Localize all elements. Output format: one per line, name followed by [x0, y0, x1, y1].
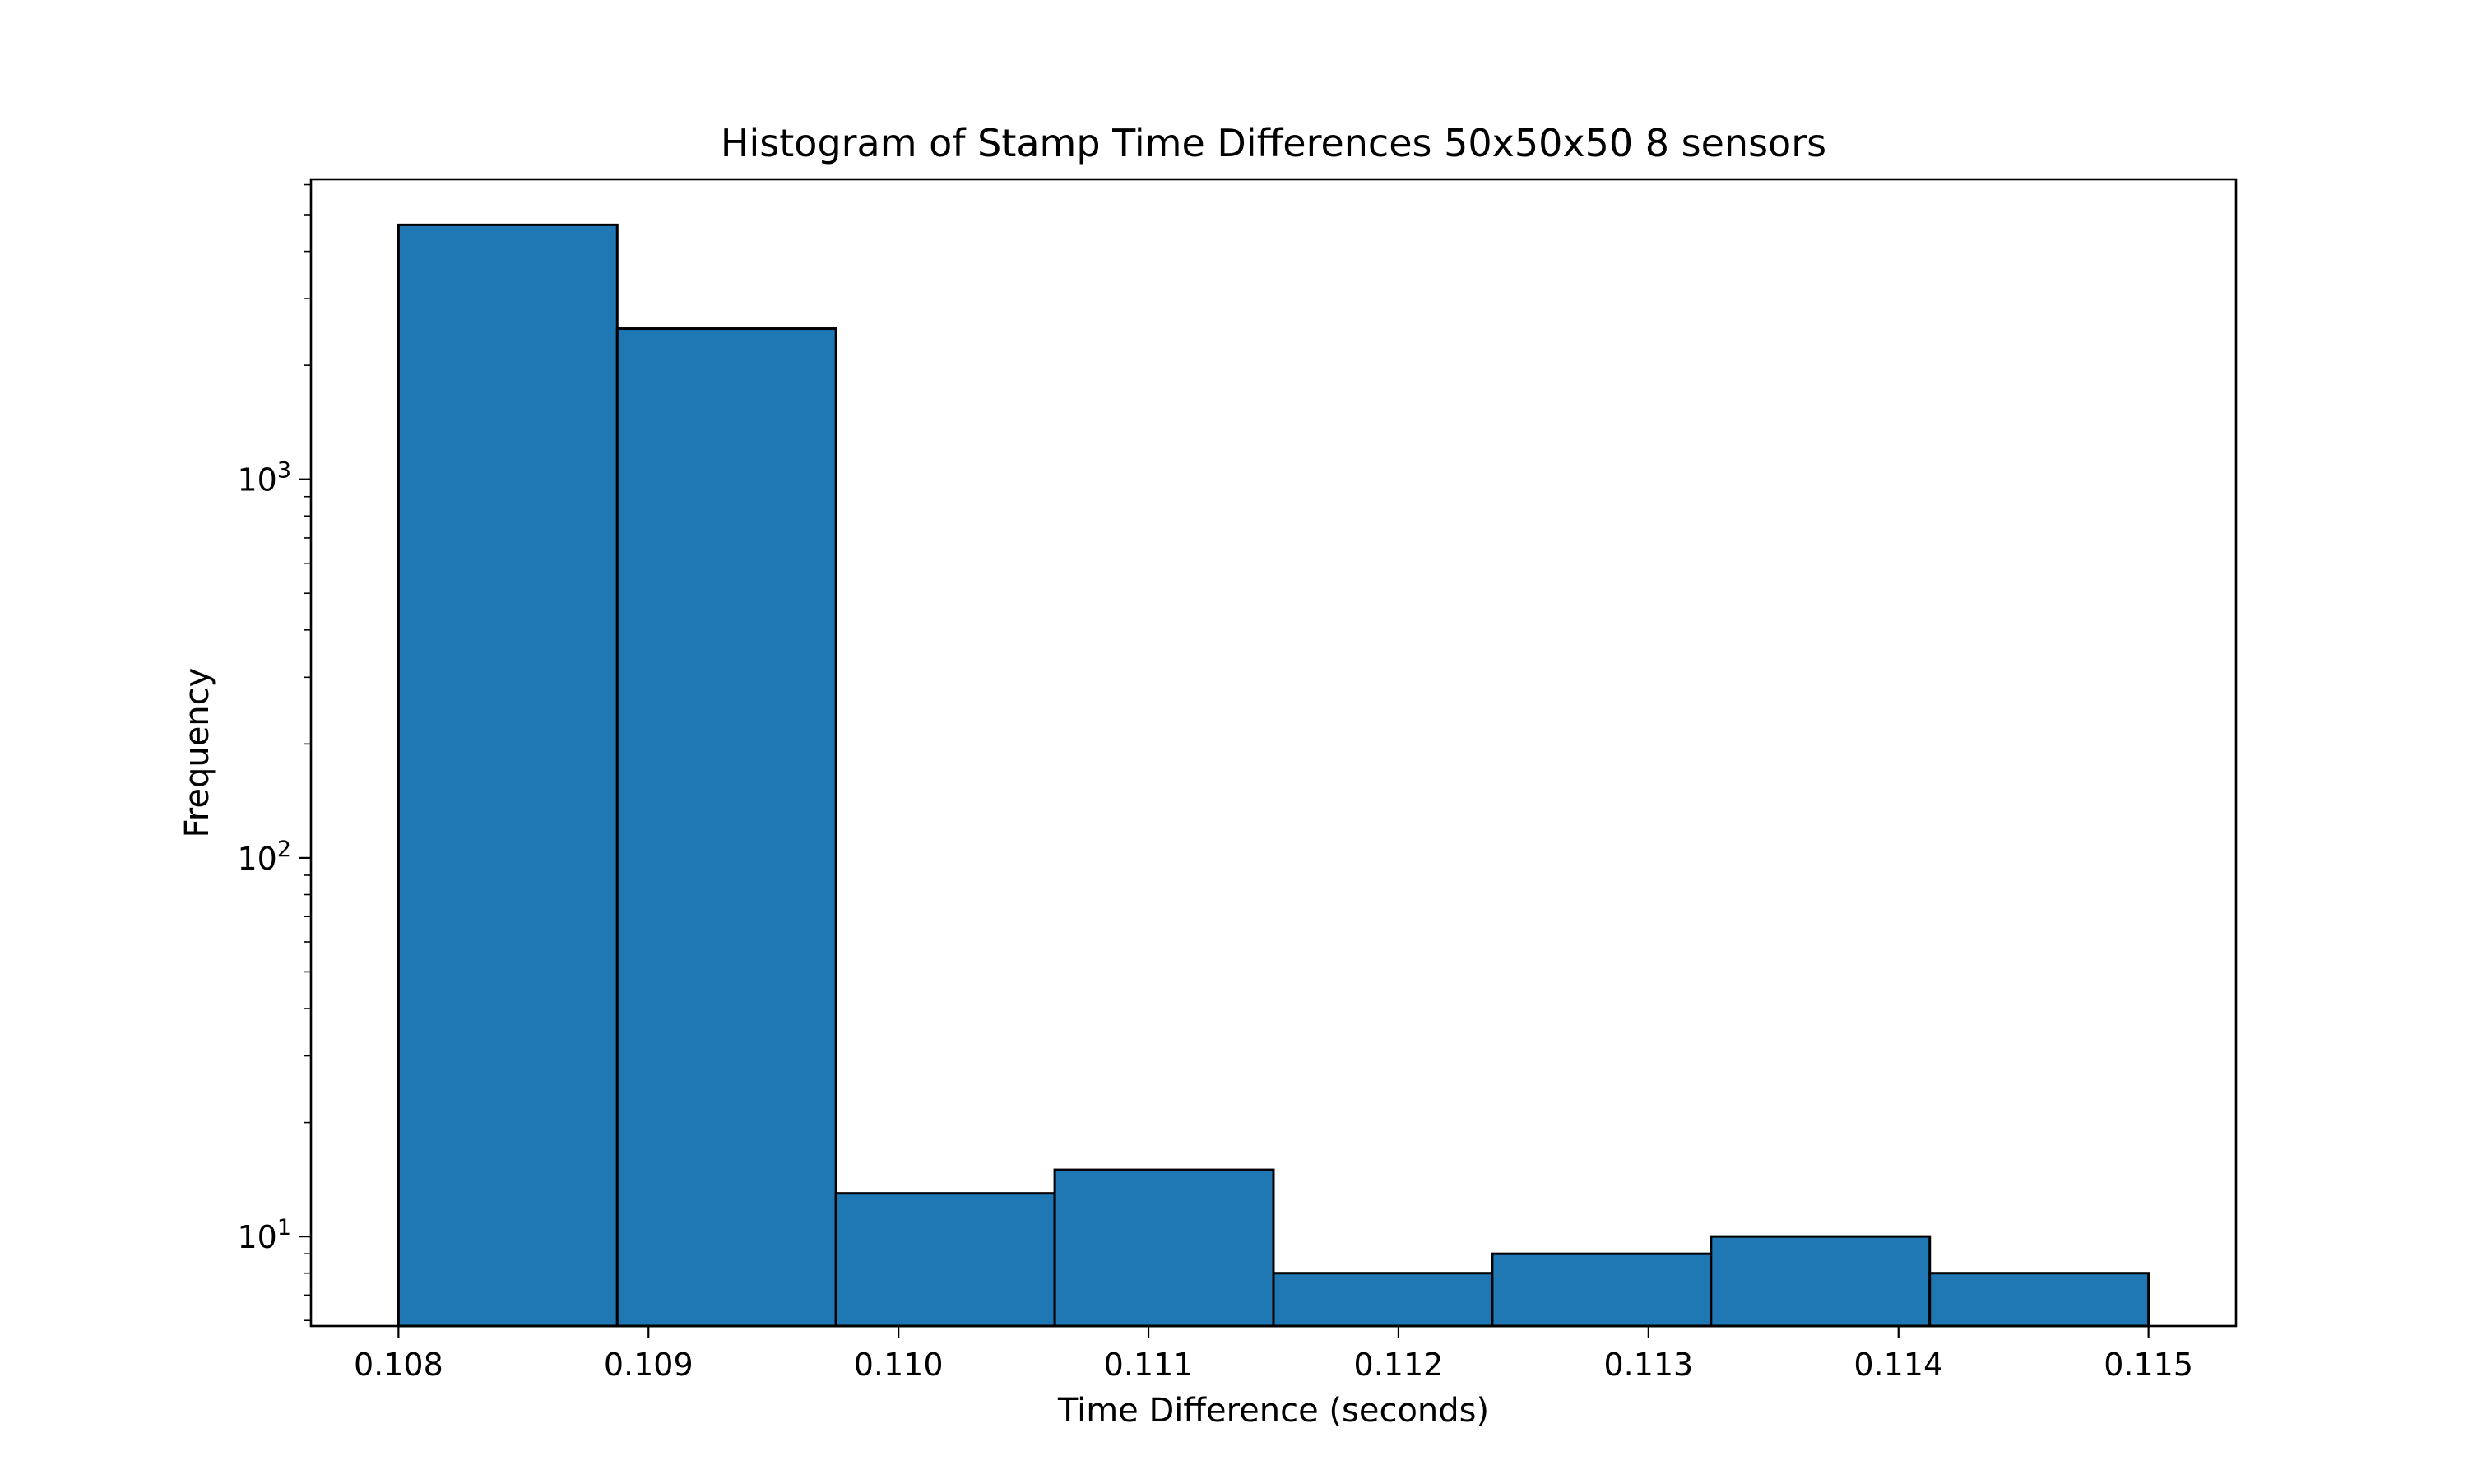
histogram-bar [1928, 1272, 2150, 1328]
histogram-bar [397, 223, 619, 1328]
bars-group [397, 223, 2150, 1328]
histogram-bar [1272, 1272, 1494, 1328]
x-tick-label: 0.113 [1603, 1347, 1693, 1383]
y-tick-label: 103 [237, 458, 291, 499]
x-tick-label: 0.109 [604, 1347, 694, 1383]
x-tick-label: 0.110 [854, 1347, 944, 1383]
histogram-bar [834, 1192, 1056, 1328]
y-tick-label: 102 [237, 837, 291, 877]
x-tick-label: 0.115 [2104, 1347, 2193, 1383]
x-ticks: 0.108 0.109 0.110 0.111 0.112 0.113 0.114 0.115 [354, 1326, 2193, 1383]
histogram-bar [1491, 1252, 1713, 1328]
histogram-bar [1053, 1168, 1275, 1328]
x-tick-label: 0.111 [1104, 1347, 1194, 1383]
y-minor-ticks [304, 183, 311, 1322]
x-tick-label: 0.108 [354, 1347, 443, 1383]
y-axis-label: Frequency [179, 668, 216, 838]
x-tick-label: 0.112 [1354, 1347, 1444, 1383]
histogram-bar [1710, 1235, 1932, 1328]
x-tick-label: 0.114 [1853, 1347, 1943, 1383]
y-tick-label: 101 [237, 1215, 291, 1255]
x-axis-label: Time Difference (seconds) [1057, 1392, 1489, 1430]
axes-frame [309, 178, 2238, 1328]
y-ticks: 101 102 103 [237, 458, 311, 1255]
chart-title: Histogram of Stamp Time Differences 50x5… [721, 121, 1826, 165]
histogram-bar [615, 327, 837, 1328]
